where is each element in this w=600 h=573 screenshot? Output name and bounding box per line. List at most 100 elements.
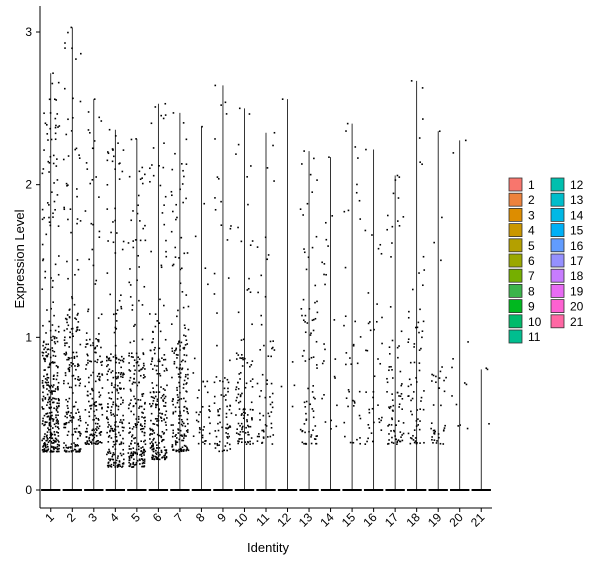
y-tick-label: 1 (25, 330, 32, 344)
jitter-point (123, 458, 125, 461)
jitter-point (53, 397, 56, 400)
jitter-point (183, 434, 186, 437)
jitter-point (85, 436, 88, 438)
jitter-point (41, 288, 44, 291)
jitter-point (348, 390, 350, 393)
jitter-point (227, 277, 230, 279)
jitter-point (352, 405, 355, 407)
jitter-point (49, 451, 52, 453)
jitter-point (112, 241, 115, 244)
jitter-point (336, 404, 338, 407)
jitter-point (76, 188, 78, 190)
jitter-point (143, 458, 146, 461)
jitter-point (323, 273, 325, 276)
jitter-point (116, 398, 119, 400)
jitter-point (305, 418, 308, 421)
jitter-point (65, 133, 68, 136)
jitter-point (120, 366, 122, 369)
jitter-point (202, 380, 205, 383)
jitter-point (110, 437, 113, 439)
jitter-point (388, 353, 391, 355)
jitter-point (93, 401, 96, 404)
jitter-point (97, 338, 99, 341)
points-16 (364, 148, 383, 445)
jitter-point (239, 400, 242, 403)
jitter-point (180, 423, 183, 426)
jitter-point (42, 352, 45, 354)
jitter-point (240, 357, 243, 360)
jitter-point (122, 414, 124, 417)
jitter-point (121, 248, 124, 251)
jitter-point (151, 402, 154, 405)
jitter-point (68, 316, 71, 319)
jitter-point (186, 446, 188, 449)
jitter-point (132, 210, 134, 212)
jitter-point (44, 381, 47, 384)
jitter-point (180, 360, 183, 363)
jitter-point (415, 425, 418, 427)
jitter-point (303, 248, 305, 250)
jitter-point (78, 449, 81, 451)
jitter-point (95, 429, 98, 431)
jitter-point (184, 400, 187, 403)
jitter-point (368, 427, 371, 429)
jitter-point (186, 343, 189, 345)
jitter-point (56, 158, 58, 160)
jitter-point (401, 439, 404, 442)
jitter-point (170, 230, 173, 233)
jitter-point (47, 401, 49, 404)
jitter-point (343, 210, 346, 213)
jitter-point (118, 443, 121, 446)
jitter-point (310, 442, 313, 445)
jitter-point (334, 358, 337, 360)
jitter-point (175, 348, 177, 351)
jitter-point (240, 339, 243, 341)
jitter-point (116, 464, 119, 467)
jitter-point (380, 429, 383, 431)
jitter-point (301, 429, 304, 432)
points-9 (213, 84, 233, 453)
jitter-point (77, 312, 79, 315)
jitter-point (353, 400, 356, 403)
jitter-point (310, 436, 312, 438)
jitter-point (443, 379, 445, 382)
jitter-point (158, 458, 161, 461)
jitter-point (106, 406, 109, 408)
jitter-point (371, 234, 373, 236)
violin-8 (191, 126, 212, 491)
jitter-point (229, 404, 231, 407)
jitter-point (389, 405, 392, 408)
jitter-point (164, 421, 167, 424)
jitter-point (47, 427, 49, 429)
jitter-point (54, 388, 57, 390)
jitter-point (79, 432, 81, 435)
jitter-point (312, 356, 315, 358)
jitter-point (111, 454, 114, 456)
jitter-point (261, 442, 263, 444)
jitter-point (435, 375, 437, 378)
jitter-point (397, 439, 400, 441)
jitter-point (95, 409, 98, 411)
jitter-point (54, 98, 56, 101)
jitter-point (115, 459, 118, 462)
jitter-point (178, 341, 180, 343)
points-3 (84, 98, 104, 445)
jitter-point (229, 426, 232, 428)
jitter-point (309, 403, 312, 406)
jitter-point (138, 266, 140, 268)
jitter-point (399, 440, 401, 443)
jitter-point (163, 419, 165, 421)
jitter-point (186, 431, 189, 433)
jitter-point (220, 224, 223, 227)
jitter-point (143, 425, 146, 428)
jitter-point (411, 288, 414, 291)
jitter-point (237, 388, 240, 390)
jitter-point (307, 256, 310, 259)
x-tick-label: 15 (339, 510, 359, 530)
jitter-point (441, 216, 443, 219)
jitter-point (180, 414, 182, 417)
jitter-point (74, 445, 77, 448)
jitter-point (130, 455, 133, 457)
jitter-point (158, 442, 160, 444)
jitter-point (46, 434, 48, 437)
